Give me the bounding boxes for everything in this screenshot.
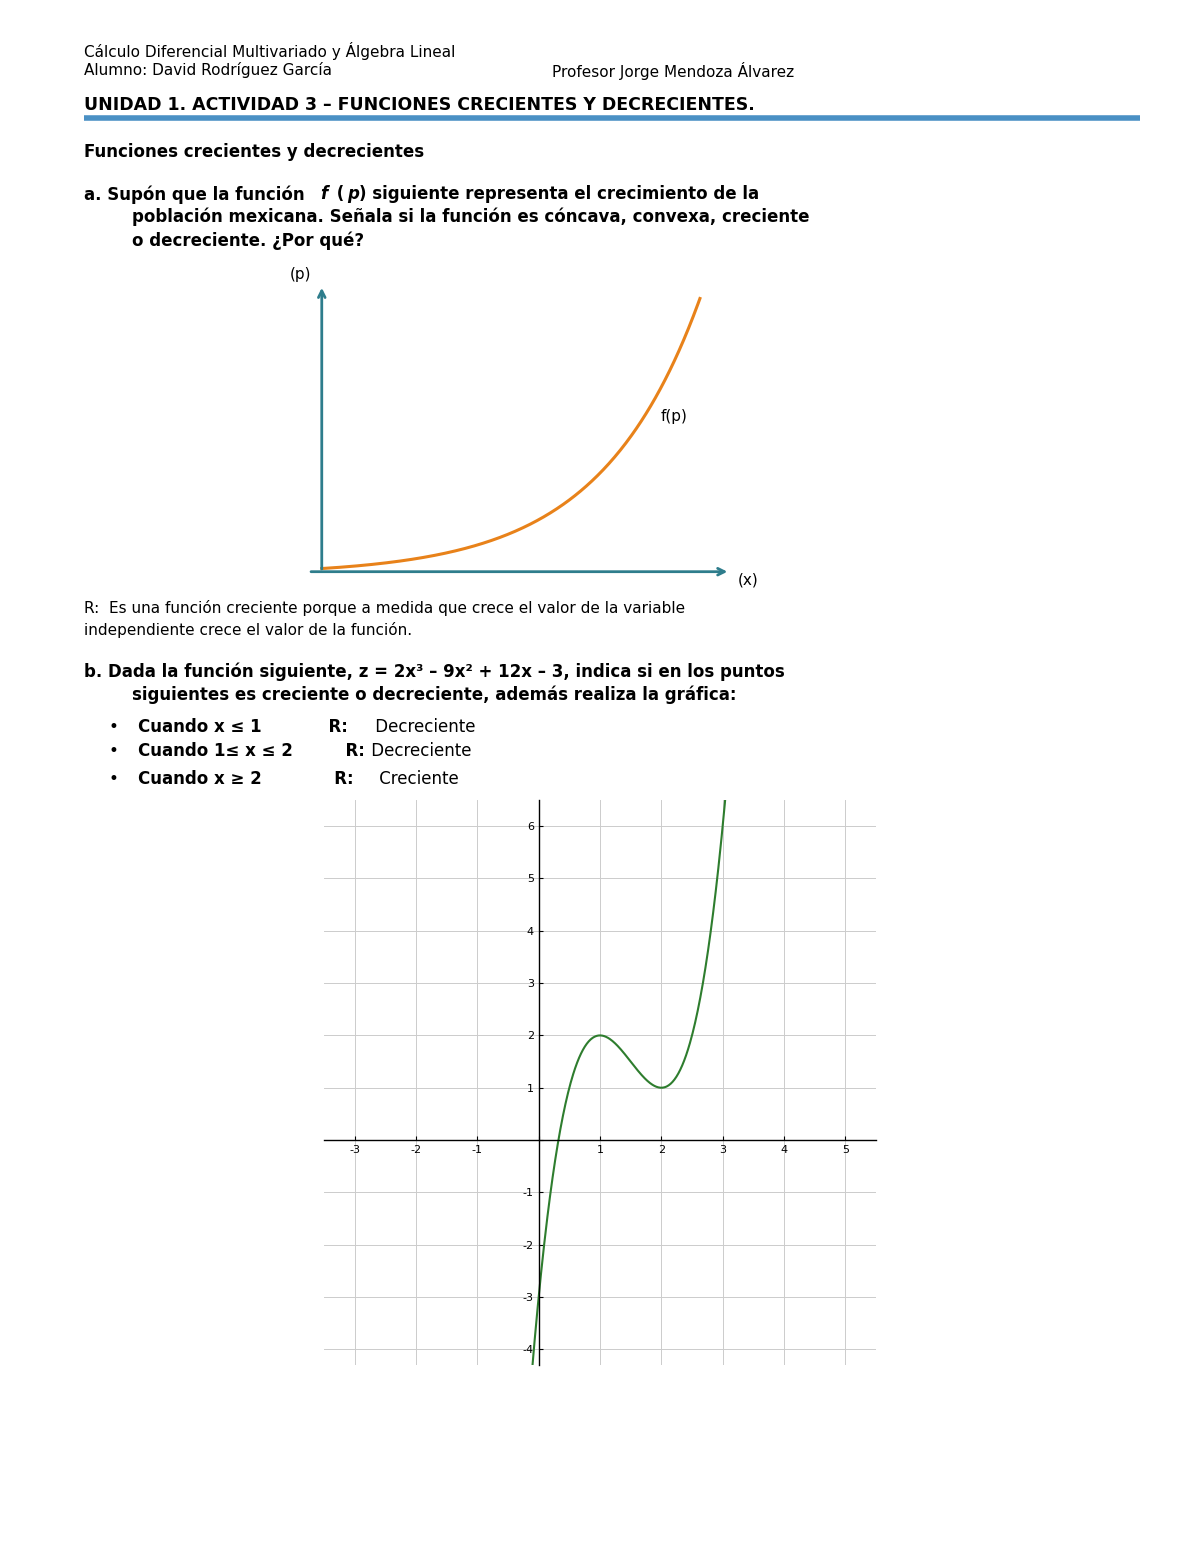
Text: Cuando x ≥ 2: Cuando x ≥ 2 bbox=[138, 770, 262, 787]
Text: Decreciente: Decreciente bbox=[366, 742, 472, 759]
Text: Alumno: David Rodríguez García: Alumno: David Rodríguez García bbox=[84, 62, 332, 78]
Text: f: f bbox=[320, 185, 328, 203]
Text: Funciones crecientes y decrecientes: Funciones crecientes y decrecientes bbox=[84, 143, 424, 162]
Text: UNIDAD 1. ACTIVIDAD 3 – FUNCIONES CRECIENTES Y DECRECIENTES.: UNIDAD 1. ACTIVIDAD 3 – FUNCIONES CRECIE… bbox=[84, 96, 755, 113]
Text: •: • bbox=[108, 717, 118, 736]
Text: R:: R: bbox=[294, 770, 354, 787]
Text: Cuando 1≤ x ≤ 2: Cuando 1≤ x ≤ 2 bbox=[138, 742, 293, 759]
Text: (x): (x) bbox=[738, 572, 758, 587]
Text: Profesor Jorge Mendoza Álvarez: Profesor Jorge Mendoza Álvarez bbox=[552, 62, 794, 81]
Text: R:: R: bbox=[334, 742, 365, 759]
Text: •: • bbox=[108, 742, 118, 759]
Text: (: ( bbox=[331, 185, 344, 203]
Text: •: • bbox=[108, 770, 118, 787]
Text: f(p): f(p) bbox=[660, 410, 688, 424]
Text: b. Dada la función siguiente, z = 2x³ – 9x² + 12x – 3, indica si en los puntos: b. Dada la función siguiente, z = 2x³ – … bbox=[84, 662, 785, 680]
Text: población mexicana. Señala si la función es cóncava, convexa, creciente: población mexicana. Señala si la función… bbox=[132, 208, 810, 227]
Text: R:  Es una función creciente porque a medida que crece el valor de la variable: R: Es una función creciente porque a med… bbox=[84, 599, 685, 617]
Text: Decreciente: Decreciente bbox=[370, 717, 475, 736]
Text: o decreciente. ¿Por qué?: o decreciente. ¿Por qué? bbox=[132, 231, 364, 250]
Text: (p): (p) bbox=[289, 267, 311, 283]
Text: Cálculo Diferencial Multivariado y Álgebra Lineal: Cálculo Diferencial Multivariado y Álgeb… bbox=[84, 42, 455, 61]
Text: ) siguiente representa el crecimiento de la: ) siguiente representa el crecimiento de… bbox=[359, 185, 758, 203]
Text: Cuando x ≤ 1: Cuando x ≤ 1 bbox=[138, 717, 262, 736]
Text: siguientes es creciente o decreciente, además realiza la gráfica:: siguientes es creciente o decreciente, a… bbox=[132, 685, 737, 704]
Text: Creciente: Creciente bbox=[374, 770, 460, 787]
Text: p: p bbox=[347, 185, 359, 203]
Text: a. Supón que la función: a. Supón que la función bbox=[84, 185, 311, 203]
Text: independiente crece el valor de la función.: independiente crece el valor de la funci… bbox=[84, 623, 412, 638]
Text: R:: R: bbox=[294, 717, 348, 736]
